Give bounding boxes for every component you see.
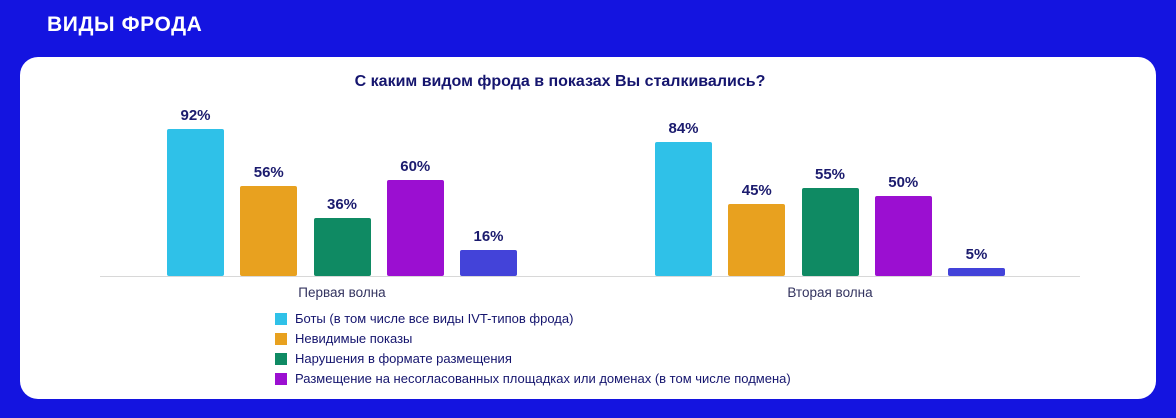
bar-with-label: 55% (801, 166, 859, 276)
bar-value-label: 16% (473, 228, 504, 245)
bar-group-2: 84% 45% 55% 50% 5% (655, 120, 1005, 276)
bar-with-label: 56% (240, 164, 298, 276)
legend-label: Размещение на несогласованных площадках … (295, 371, 791, 386)
bar-value-label: 92% (180, 107, 211, 124)
bar (874, 196, 932, 276)
legend-item: Размещение на несогласованных площадках … (275, 369, 791, 388)
chart-legend: Боты (в том числе все виды IVT-типов фро… (275, 309, 791, 389)
bar (240, 186, 298, 276)
legend-label: Боты (в том числе все виды IVT-типов фро… (295, 311, 574, 326)
bar (460, 250, 517, 276)
bar (655, 142, 712, 276)
bar-with-label: 5% (948, 246, 1005, 276)
x-axis-line (100, 276, 1080, 277)
bar-value-label: 45% (741, 182, 772, 199)
chart-card: С каким видом фрода в показах Вы сталкив… (20, 57, 1156, 399)
bar-with-label: 16% (460, 228, 517, 276)
bar-with-label: 36% (313, 196, 371, 276)
page-title: ВИДЫ ФРОДА (47, 13, 203, 36)
legend-swatch (275, 352, 287, 365)
grouped-bar-chart: 92% 56% 36% 60% 16% 84% 45% 55% 50% 5% (20, 106, 1156, 276)
bar-with-label: 92% (167, 107, 224, 276)
bar-value-label: 60% (400, 158, 431, 175)
legend-item: Невидимые показы (275, 329, 791, 348)
legend-item: Боты (в том числе все виды IVT-типов фро… (275, 309, 791, 328)
bar-with-label: 60% (386, 158, 444, 276)
bar (948, 268, 1005, 276)
bar-value-label: 5% (965, 246, 988, 263)
bar-value-label: 50% (888, 174, 919, 191)
bar-group-1: 92% 56% 36% 60% 16% (167, 107, 517, 276)
legend-label: Невидимые показы (295, 331, 413, 346)
bar-value-label: 56% (253, 164, 284, 181)
bar (728, 204, 786, 276)
bar-with-label: 45% (728, 182, 786, 276)
bar (313, 218, 371, 276)
bar (167, 129, 224, 276)
legend-item: Нарушения в формате размещения (275, 349, 791, 368)
bar-value-label: 84% (668, 120, 699, 137)
legend-swatch (275, 312, 287, 325)
bar (801, 188, 859, 276)
chart-title: С каким видом фрода в показах Вы сталкив… (354, 73, 766, 90)
bar-with-label: 84% (655, 120, 712, 276)
bar-value-label: 36% (326, 196, 358, 213)
bar-value-label: 55% (814, 166, 846, 183)
legend-swatch (275, 372, 287, 385)
category-label: Первая волна (298, 285, 386, 300)
bar-with-label: 50% (874, 174, 932, 276)
legend-swatch (275, 332, 287, 345)
legend-label: Нарушения в формате размещения (295, 351, 512, 366)
category-label: Вторая волна (787, 285, 873, 300)
bar (386, 180, 444, 276)
